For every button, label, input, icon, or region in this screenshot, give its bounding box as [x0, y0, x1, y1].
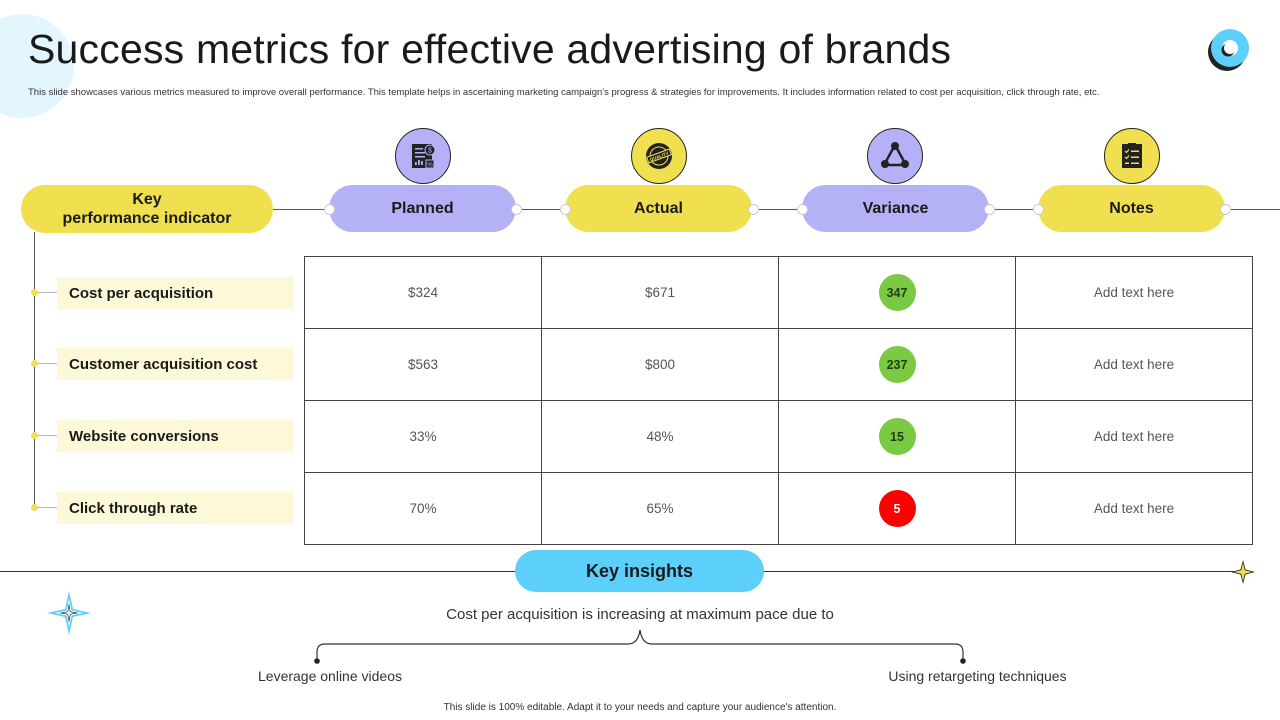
document-chart-icon: $ % — [395, 128, 451, 184]
planned-cell: $324 — [304, 256, 542, 329]
insight-reason-right: Using retargeting techniques — [888, 668, 1067, 684]
variance-cell: 237 — [778, 328, 1016, 401]
notes-cell: Add text here — [1015, 256, 1253, 329]
insight-reason-left: Leverage online videos — [258, 668, 402, 684]
kpi-bullet-dot — [31, 432, 38, 439]
notes-header-pill: Notes — [1038, 185, 1225, 232]
page-title: Success metrics for effective advertisin… — [28, 26, 952, 72]
table-row: 33% 48% 15 Add text here — [304, 400, 1253, 473]
connector-dot — [511, 204, 522, 215]
notes-cell: Add text here — [1015, 472, 1253, 545]
actual-cell: 65% — [541, 472, 779, 545]
planned-header-pill: Planned — [329, 185, 516, 232]
triangle-cycle-icon — [867, 128, 923, 184]
key-insights-pill: Key insights — [515, 550, 764, 592]
planned-cell: 70% — [304, 472, 542, 545]
kpi-label-customer-acquisition-cost: Customer acquisition cost — [57, 348, 294, 380]
table-row: $324 $671 347 Add text here — [304, 256, 1253, 329]
logo-ring-icon — [1208, 29, 1249, 71]
kpi-label-cost-per-acquisition: Cost per acquisition — [57, 277, 294, 309]
variance-badge: 5 — [878, 490, 916, 527]
kpi-vertical-line — [34, 232, 35, 508]
variance-header-pill: Variance — [802, 185, 989, 232]
notes-cell: Add text here — [1015, 328, 1253, 401]
connector-dot — [324, 204, 335, 215]
checklist-icon — [1104, 128, 1160, 184]
kpi-bullet-dot — [31, 504, 38, 511]
connector-dot — [1033, 204, 1044, 215]
variance-badge: 237 — [878, 346, 916, 383]
svg-text:$: $ — [428, 148, 432, 155]
kpi-branch-line — [35, 435, 57, 436]
footer-note: This slide is 100% editable. Adapt it to… — [443, 702, 837, 713]
connector-dot — [560, 204, 571, 215]
table-row: $563 $800 237 Add text here — [304, 328, 1253, 401]
kpi-branch-line — [35, 363, 57, 364]
table-row: 70% 65% 5 Add text here — [304, 472, 1253, 545]
notes-cell: Add text here — [1015, 400, 1253, 473]
connector-dot — [1220, 204, 1231, 215]
variance-cell: 5 — [778, 472, 1016, 545]
kpi-bullet-dot — [31, 360, 38, 367]
kpi-header-line2: performance indicator — [62, 210, 232, 227]
variance-cell: 347 — [778, 256, 1016, 329]
insight-brace — [314, 629, 966, 664]
variance-badge: 15 — [878, 418, 916, 455]
actual-cell: $671 — [541, 256, 779, 329]
insight-statement: Cost per acquisition is increasing at ma… — [446, 606, 834, 623]
variance-cell: 15 — [778, 400, 1016, 473]
connector-dot — [797, 204, 808, 215]
connector-dot — [748, 204, 759, 215]
quality-seal-icon: QUALITY — [631, 128, 687, 184]
kpi-header-line1: Key — [132, 191, 162, 208]
actual-cell: $800 — [541, 328, 779, 401]
svg-text:%: % — [427, 163, 433, 169]
svg-text:QUALITY: QUALITY — [649, 151, 669, 162]
planned-cell: $563 — [304, 328, 542, 401]
actual-header-pill: Actual — [565, 185, 752, 232]
sparkle-star-icon — [1231, 560, 1255, 584]
variance-badge: 347 — [878, 274, 916, 311]
kpi-label-website-conversions: Website conversions — [57, 420, 294, 452]
kpi-branch-line — [35, 507, 57, 508]
kpi-label-click-through-rate: Click through rate — [57, 492, 294, 524]
kpi-branch-line — [35, 292, 57, 293]
sparkle-star-icon — [47, 591, 91, 635]
page-subtitle: This slide showcases various metrics mea… — [28, 87, 1100, 98]
metrics-table: $324 $671 347 Add text here $563 $800 23… — [304, 256, 1253, 545]
kpi-header-pill: Key performance indicator — [21, 185, 273, 233]
connector-dot — [984, 204, 995, 215]
actual-cell: 48% — [541, 400, 779, 473]
planned-cell: 33% — [304, 400, 542, 473]
kpi-bullet-dot — [31, 289, 38, 296]
header-connector-line — [272, 209, 1280, 210]
